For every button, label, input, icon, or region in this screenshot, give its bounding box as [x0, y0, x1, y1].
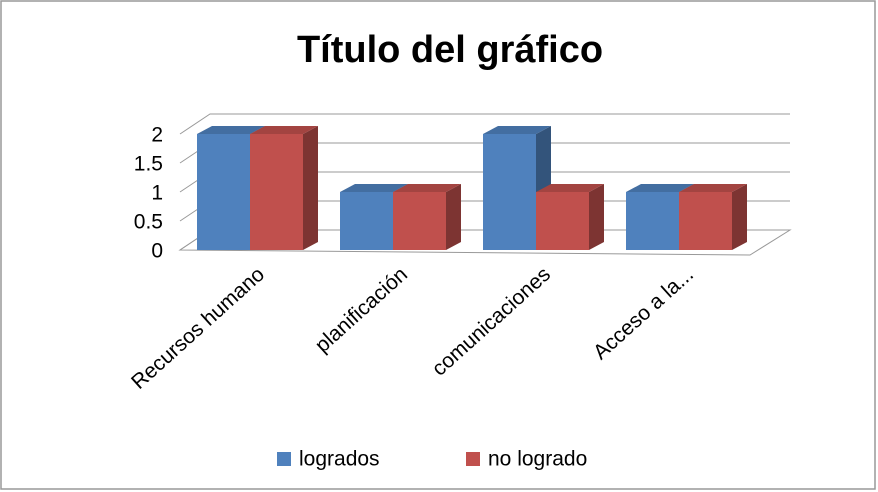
bar-top [250, 126, 318, 134]
bar-top [483, 126, 551, 134]
bar [393, 192, 446, 250]
bar-side [446, 184, 461, 250]
bar-side [303, 126, 318, 250]
bar-top [340, 184, 408, 192]
bar [626, 192, 679, 250]
bar-top [536, 184, 604, 192]
bar-top [393, 184, 461, 192]
bar-side [589, 184, 604, 250]
bar [536, 192, 589, 250]
bar [679, 192, 732, 250]
legend-label: no logrado [488, 448, 587, 471]
bar [340, 192, 393, 250]
bar-top [679, 184, 747, 192]
bar [197, 134, 250, 250]
chart-title: Título del gráfico [297, 29, 603, 71]
bar-top [197, 126, 265, 134]
bar-top [626, 184, 694, 192]
bar [483, 134, 536, 250]
y-tick-label: 1.5 [134, 153, 163, 176]
y-tick-label: 0 [151, 240, 163, 263]
grid-line [179, 113, 790, 135]
y-tick-label: 1 [151, 182, 163, 205]
y-tick-label: 0.5 [134, 211, 163, 234]
bar-side [732, 184, 747, 250]
bar [250, 134, 303, 250]
legend-label: logrados [299, 448, 380, 471]
y-tick-label: 2 [151, 124, 163, 147]
legend-swatch [277, 452, 291, 466]
legend-swatch [466, 452, 480, 466]
